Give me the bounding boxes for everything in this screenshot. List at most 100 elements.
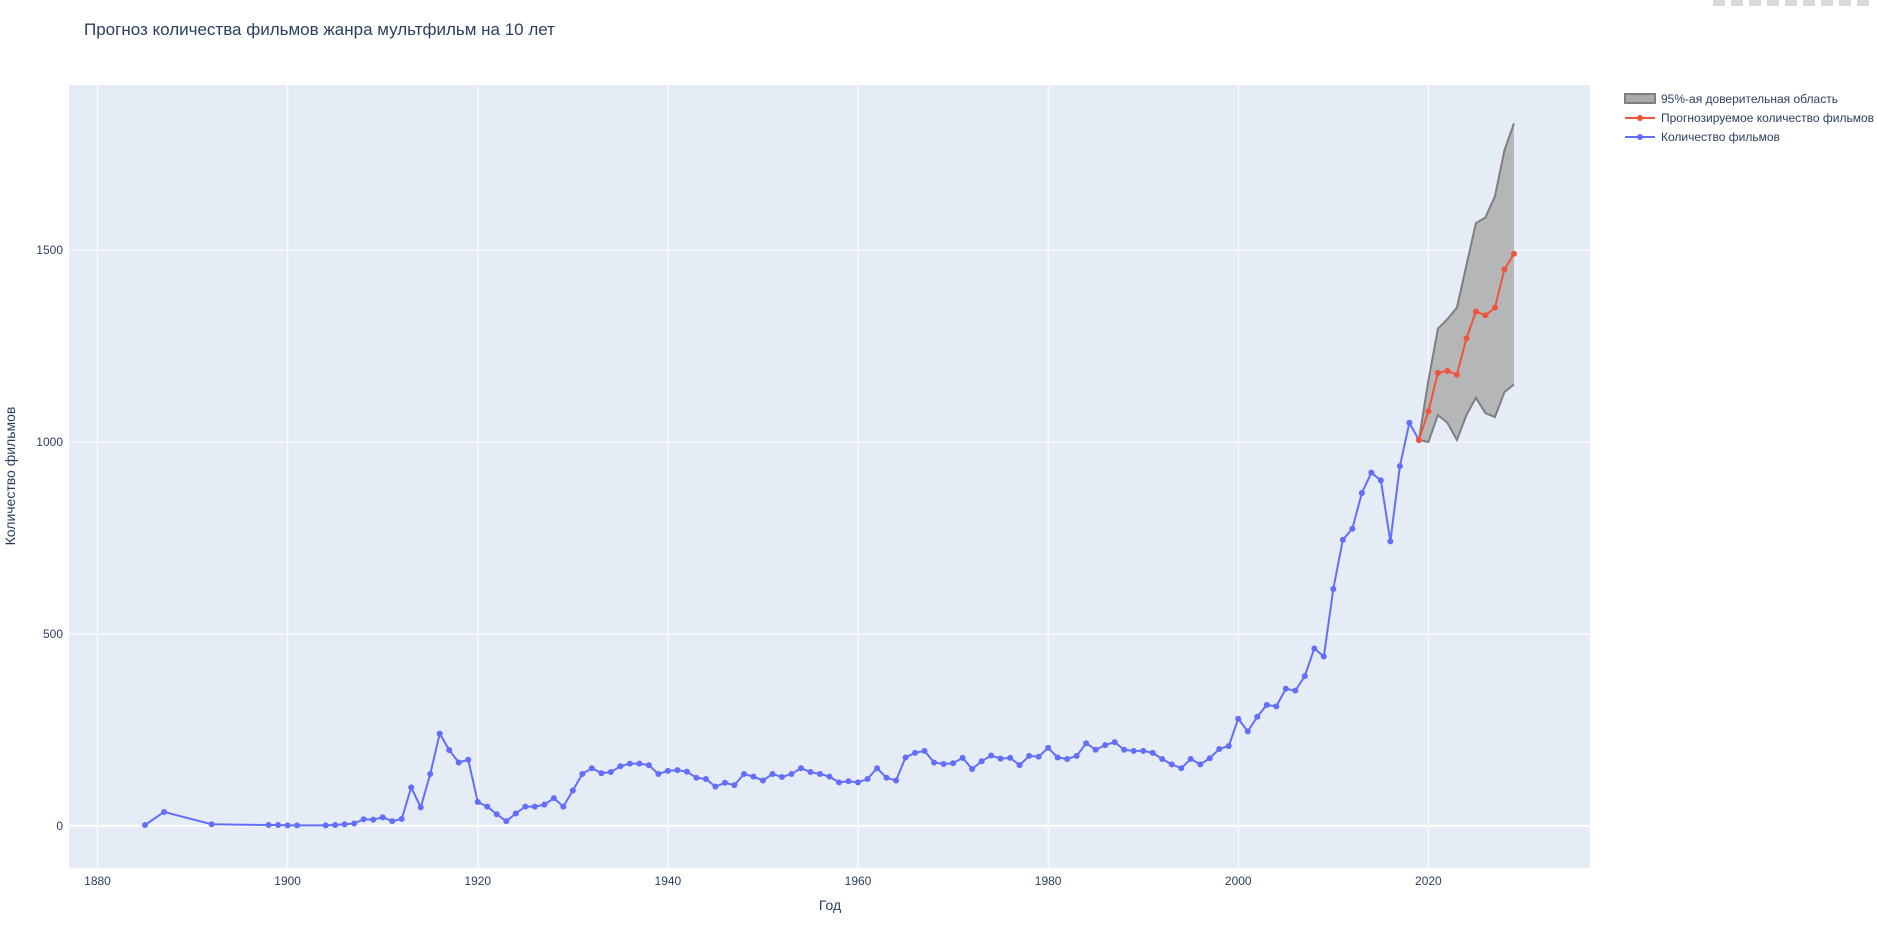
- data-point[interactable]: [826, 773, 833, 780]
- data-point[interactable]: [978, 758, 985, 765]
- pan-icon[interactable]: [1749, 0, 1761, 6]
- data-point[interactable]: [550, 795, 557, 802]
- data-point[interactable]: [1206, 755, 1213, 762]
- data-point[interactable]: [1292, 687, 1299, 694]
- data-point[interactable]: [1083, 740, 1090, 747]
- data-point[interactable]: [522, 803, 529, 810]
- data-point[interactable]: [1159, 755, 1166, 762]
- data-point[interactable]: [969, 765, 976, 772]
- data-point[interactable]: [1197, 761, 1204, 768]
- data-point[interactable]: [379, 814, 386, 821]
- data-point[interactable]: [674, 767, 681, 774]
- data-point[interactable]: [1130, 747, 1137, 754]
- data-point[interactable]: [1330, 585, 1337, 592]
- data-point[interactable]: [1501, 266, 1508, 273]
- legend-item[interactable]: 95%-ая доверительная область: [1624, 92, 1838, 106]
- data-point[interactable]: [997, 755, 1004, 762]
- data-point[interactable]: [1026, 752, 1033, 759]
- data-point[interactable]: [446, 747, 453, 754]
- data-point[interactable]: [664, 767, 671, 774]
- data-point[interactable]: [1244, 728, 1251, 735]
- data-point[interactable]: [560, 803, 567, 810]
- data-point[interactable]: [1358, 490, 1365, 497]
- data-point[interactable]: [275, 822, 282, 829]
- data-point[interactable]: [683, 768, 690, 775]
- data-point[interactable]: [322, 822, 329, 829]
- data-point[interactable]: [1007, 754, 1014, 761]
- data-point[interactable]: [598, 770, 605, 777]
- reset-axes-icon[interactable]: [1857, 0, 1869, 6]
- data-point[interactable]: [351, 820, 358, 827]
- data-point[interactable]: [788, 770, 795, 777]
- data-point[interactable]: [1406, 419, 1413, 426]
- zoom-out-icon[interactable]: [1821, 0, 1833, 6]
- chart-toolbar[interactable]: [1713, 0, 1869, 6]
- data-point[interactable]: [161, 808, 168, 815]
- data-point[interactable]: [1187, 755, 1194, 762]
- data-point[interactable]: [626, 760, 633, 767]
- data-point[interactable]: [1073, 752, 1080, 759]
- data-point[interactable]: [208, 821, 215, 828]
- data-point[interactable]: [1149, 749, 1156, 756]
- data-point[interactable]: [940, 760, 947, 767]
- data-point[interactable]: [408, 784, 415, 791]
- data-point[interactable]: [531, 803, 538, 810]
- data-point[interactable]: [1463, 335, 1470, 342]
- data-point[interactable]: [1387, 538, 1394, 545]
- data-point[interactable]: [797, 765, 804, 772]
- data-point[interactable]: [1016, 762, 1023, 769]
- data-point[interactable]: [617, 763, 624, 770]
- box-select-icon[interactable]: [1767, 0, 1779, 6]
- data-point[interactable]: [1273, 703, 1280, 710]
- data-point[interactable]: [1263, 701, 1270, 708]
- data-point[interactable]: [588, 765, 595, 772]
- data-point[interactable]: [1472, 308, 1479, 315]
- data-point[interactable]: [769, 770, 776, 777]
- data-point[interactable]: [893, 777, 900, 784]
- data-point[interactable]: [902, 754, 909, 761]
- data-point[interactable]: [864, 775, 871, 782]
- data-point[interactable]: [1235, 715, 1242, 722]
- data-point[interactable]: [1510, 250, 1517, 257]
- data-point[interactable]: [1396, 463, 1403, 470]
- data-point[interactable]: [1425, 408, 1432, 415]
- data-point[interactable]: [284, 822, 291, 829]
- data-point[interactable]: [607, 769, 614, 776]
- data-point[interactable]: [1368, 469, 1375, 476]
- data-point[interactable]: [512, 810, 519, 817]
- data-point[interactable]: [1111, 739, 1118, 746]
- data-point[interactable]: [1121, 746, 1128, 753]
- data-point[interactable]: [759, 777, 766, 784]
- data-point[interactable]: [1377, 477, 1384, 484]
- data-point[interactable]: [855, 779, 862, 786]
- data-point[interactable]: [579, 770, 586, 777]
- data-point[interactable]: [1054, 754, 1061, 761]
- data-point[interactable]: [427, 770, 434, 777]
- data-point[interactable]: [845, 778, 852, 785]
- data-point[interactable]: [816, 770, 823, 777]
- data-point[interactable]: [645, 762, 652, 769]
- data-point[interactable]: [883, 774, 890, 781]
- data-point[interactable]: [465, 756, 472, 763]
- data-point[interactable]: [921, 747, 928, 754]
- data-point[interactable]: [1301, 673, 1308, 680]
- data-point[interactable]: [988, 752, 995, 759]
- data-point[interactable]: [1453, 371, 1460, 378]
- data-point[interactable]: [1254, 713, 1261, 720]
- data-point[interactable]: [1064, 755, 1071, 762]
- data-point[interactable]: [693, 774, 700, 781]
- data-point[interactable]: [702, 775, 709, 782]
- data-point[interactable]: [341, 821, 348, 828]
- zoom-in-icon[interactable]: [1803, 0, 1815, 6]
- data-point[interactable]: [912, 749, 919, 756]
- data-point[interactable]: [778, 774, 785, 781]
- data-point[interactable]: [1482, 312, 1489, 319]
- zoom-icon[interactable]: [1731, 0, 1743, 6]
- data-point[interactable]: [1311, 645, 1318, 652]
- data-point[interactable]: [1320, 653, 1327, 660]
- data-point[interactable]: [389, 818, 396, 825]
- data-point[interactable]: [740, 770, 747, 777]
- data-point[interactable]: [1168, 761, 1175, 768]
- data-point[interactable]: [721, 779, 728, 786]
- data-point[interactable]: [1035, 753, 1042, 760]
